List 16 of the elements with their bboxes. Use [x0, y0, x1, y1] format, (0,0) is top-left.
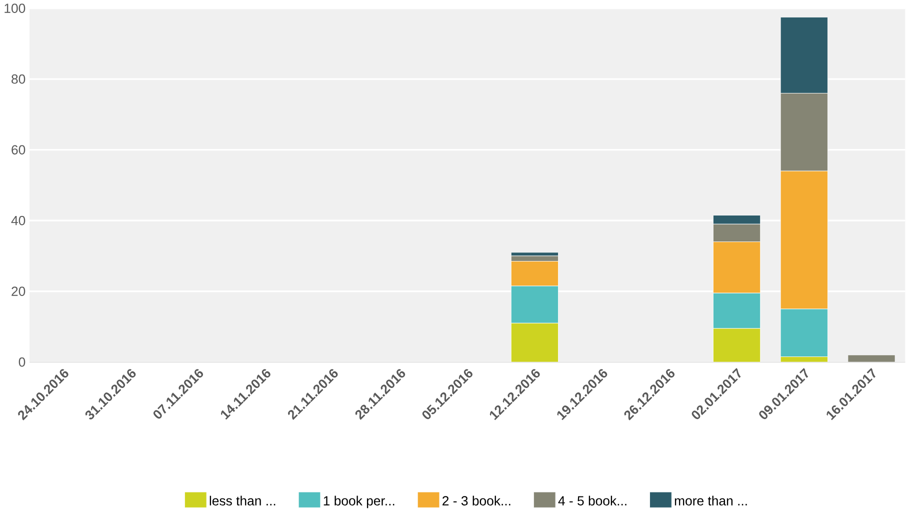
- legend-label: less than ...: [210, 496, 276, 506]
- y-tick-label: 40: [11, 216, 26, 226]
- legend-label: 1 book per...: [324, 496, 394, 508]
- bar: [712, 224, 761, 242]
- legend-label: more than ...: [674, 496, 747, 506]
- bar: [780, 92, 828, 172]
- y-tick-label: 20: [12, 286, 26, 296]
- y-tick-label: 100: [4, 3, 26, 13]
- legend-label: 2 - 3 book...: [442, 496, 510, 506]
- y-tick-label: 0: [18, 357, 26, 367]
- legend-label: 4 - 5 book...: [558, 496, 626, 506]
- y-tick-label: 80: [12, 74, 26, 84]
- bar: [510, 322, 559, 362]
- y-tick-label: 60: [12, 144, 26, 154]
- bar: [712, 328, 761, 362]
- bar: [712, 214, 761, 224]
